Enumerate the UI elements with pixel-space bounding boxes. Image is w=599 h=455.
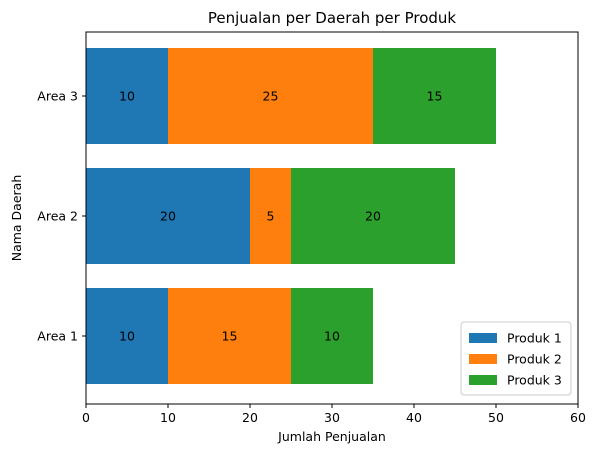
bar-area-2-produk-2: [250, 168, 291, 264]
bar-area-3-produk-2: [168, 48, 373, 144]
y-axis-label: Nama Daerah: [9, 175, 24, 262]
bars-group: [86, 48, 496, 384]
legend-entry-label: Produk 1: [507, 331, 562, 346]
bar-area-2-produk-3: [291, 168, 455, 264]
bar-value-label: 10: [324, 329, 340, 344]
bar-area-1-produk-2: [168, 288, 291, 384]
x-axis-label: Jumlah Penjualan: [277, 429, 386, 444]
bar-value-label: 25: [263, 89, 279, 104]
bar-area-2-produk-1: [86, 168, 250, 264]
x-tick-label: 60: [570, 410, 586, 425]
y-tick-label: Area 3: [37, 89, 78, 104]
bar-value-label: 10: [119, 329, 135, 344]
bar-value-label: 10: [119, 89, 135, 104]
chart-title: Penjualan per Daerah per Produk: [208, 9, 457, 27]
legend-entry-label: Produk 2: [507, 352, 562, 367]
bar-value-label: 20: [160, 209, 176, 224]
bar-area-1-produk-1: [86, 288, 168, 384]
bar-value-label: 15: [222, 329, 238, 344]
x-tick-label: 40: [406, 410, 422, 425]
y-tick-label: Area 2: [37, 209, 78, 224]
x-tick-label: 30: [324, 410, 340, 425]
y-tick-label: Area 1: [37, 329, 78, 344]
legend-swatch: [469, 333, 497, 343]
legend-entry-label: Produk 3: [507, 373, 562, 388]
bar-area-3-produk-1: [86, 48, 168, 144]
bar-value-label: 5: [267, 209, 275, 224]
legend-swatch: [469, 375, 497, 385]
x-tick-label: 10: [160, 410, 176, 425]
legend-swatch: [469, 354, 497, 364]
bar-labels-group: 10 15 10 20 5 20 10 25 15: [119, 89, 442, 344]
legend: Produk 1 Produk 2 Produk 3: [460, 321, 572, 396]
y-axis: Area 1 Area 2 Area 3: [37, 89, 86, 344]
x-axis: 0 10 20 30 40 50 60: [82, 404, 586, 425]
bar-value-label: 20: [365, 209, 381, 224]
bar-area-3-produk-3: [373, 48, 496, 144]
bar-area-1-produk-3: [291, 288, 373, 384]
x-tick-label: 50: [488, 410, 504, 425]
bar-value-label: 15: [427, 89, 443, 104]
x-tick-label: 20: [242, 410, 258, 425]
x-tick-label: 0: [82, 410, 90, 425]
